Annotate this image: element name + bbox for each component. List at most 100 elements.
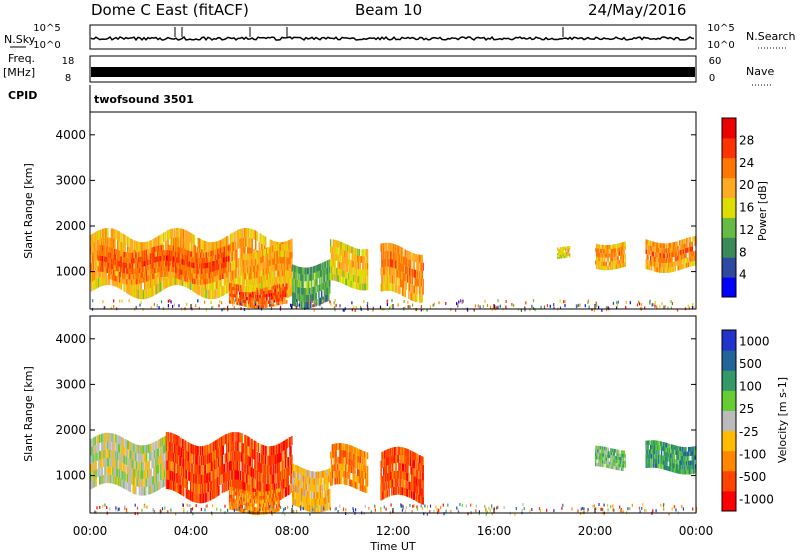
power-cell (121, 267, 123, 273)
vel-cell (271, 465, 273, 475)
power-cell (264, 287, 266, 291)
power-cell (282, 290, 284, 294)
power-cell (612, 252, 615, 257)
power-cell (409, 251, 411, 260)
power-cell (390, 275, 392, 284)
power-cell (114, 259, 117, 266)
power-cell (258, 257, 261, 264)
power-cell (357, 262, 360, 270)
power-cell (260, 233, 262, 244)
vel-cell (124, 472, 126, 481)
power-cell (684, 248, 686, 254)
power-cell (417, 270, 419, 279)
power-cell (330, 252, 333, 260)
vel-cell (211, 489, 214, 500)
power-cell (566, 254, 568, 256)
power-cell (160, 250, 162, 256)
power-cell (205, 278, 207, 285)
power-cell (184, 255, 187, 261)
power-cell (233, 290, 235, 294)
power-cell (276, 298, 278, 303)
power-cell (269, 278, 271, 286)
power-cell (347, 244, 349, 252)
power-cell (670, 267, 673, 273)
power-cell (129, 247, 132, 258)
vel-cell (103, 475, 105, 484)
power-cell (658, 247, 660, 253)
power-cell (239, 292, 242, 296)
power-cell (283, 250, 286, 258)
vel-cell (142, 487, 144, 496)
vel-cell (245, 482, 247, 493)
power-cell (253, 248, 255, 259)
vel-cell (152, 476, 154, 485)
power-cell (188, 279, 190, 289)
vel-cell (220, 474, 223, 485)
power-cell (624, 245, 626, 250)
vel-cell (220, 465, 223, 475)
power-cell (394, 252, 397, 261)
vel-cell (104, 474, 106, 484)
power-cell (280, 276, 282, 283)
power-cell (228, 296, 231, 301)
vel-cell (198, 446, 200, 456)
power-cell (360, 283, 362, 291)
vel-cell (136, 444, 139, 454)
power-cell (192, 273, 194, 279)
vel-cell (90, 455, 93, 464)
vel-cell (99, 450, 102, 460)
power-cell (198, 274, 200, 280)
power-cell (226, 274, 228, 284)
vel-cell (271, 455, 273, 466)
vel-cell (229, 461, 232, 471)
power-cell (618, 264, 620, 269)
vel-cell (104, 449, 106, 459)
power-cell (669, 267, 672, 273)
power-cell (170, 245, 172, 251)
vel-cell (118, 436, 121, 445)
vel-cell (151, 485, 153, 494)
vel-cell (227, 471, 229, 481)
power-cell (290, 286, 292, 297)
power-cell (156, 256, 159, 262)
power-cell (665, 243, 667, 249)
vel-cell (215, 487, 217, 498)
power-noise (494, 305, 496, 309)
power-cell (333, 253, 335, 261)
power-cell (137, 241, 140, 252)
vel-cell (138, 470, 141, 479)
power-cell (279, 250, 281, 257)
power-cell (267, 247, 270, 254)
vel-cell (191, 453, 193, 464)
power-cell (678, 260, 681, 266)
power-cell (595, 248, 598, 253)
power-cell (215, 265, 217, 271)
power-cell (268, 296, 271, 301)
power-cell (678, 255, 681, 261)
vel-cell (98, 443, 100, 452)
power-cell (401, 271, 404, 280)
power-cell (205, 257, 207, 263)
power-cell (604, 266, 607, 271)
power-cell (292, 285, 295, 293)
vel-cell (214, 440, 216, 451)
power-cell (179, 253, 181, 259)
power-cell (307, 288, 309, 295)
power-cell (219, 253, 222, 259)
vel-cell (117, 477, 119, 486)
power-cell (327, 294, 329, 302)
power-cell (205, 288, 207, 299)
power-cell (147, 275, 150, 281)
vel-cell (173, 481, 175, 491)
power-cell (181, 259, 183, 265)
vel-cell (218, 457, 220, 467)
power-cell (345, 250, 347, 258)
power-noise (390, 305, 392, 308)
power-cell (617, 256, 619, 261)
vel-cell (209, 472, 211, 482)
power-cell (399, 262, 401, 271)
power-cell (282, 287, 284, 291)
power-cell (118, 277, 120, 283)
power-cell (217, 270, 219, 276)
power-cell (384, 258, 387, 267)
